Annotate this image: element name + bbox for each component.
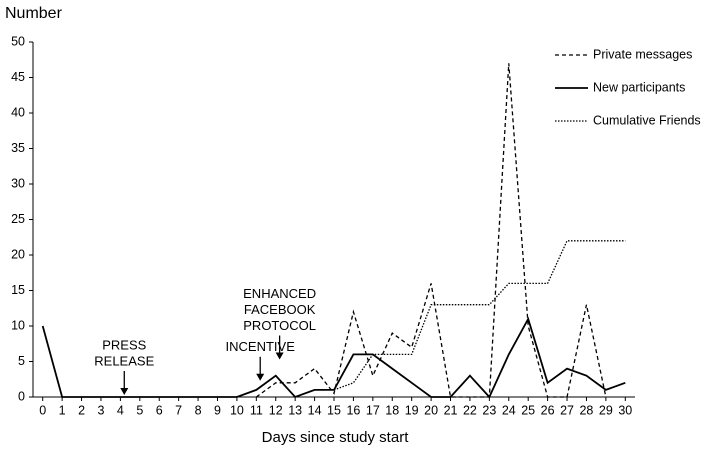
y-tick-label: 0 <box>18 389 25 403</box>
y-tick-label: 45 <box>11 70 25 84</box>
x-tick-label: 0 <box>39 403 46 417</box>
annotation-arrowhead <box>120 388 129 395</box>
annotation-text: INCENTIVE <box>226 339 296 354</box>
x-tick-label: 30 <box>618 403 632 417</box>
x-tick-label: 24 <box>502 403 516 417</box>
annotation-arrowhead <box>256 373 265 381</box>
x-tick-label: 5 <box>136 403 143 417</box>
x-tick-label: 26 <box>541 403 555 417</box>
y-tick-label: 5 <box>18 354 25 368</box>
y-tick-label: 25 <box>11 212 25 226</box>
x-tick-label: 18 <box>385 403 399 417</box>
series-line <box>333 240 626 391</box>
x-tick-label: 13 <box>288 403 302 417</box>
x-tick-label: 1 <box>59 403 66 417</box>
x-tick-label: 10 <box>230 403 244 417</box>
y-tick-label: 20 <box>11 247 25 261</box>
x-tick-label: 16 <box>346 403 360 417</box>
annotation-text: RELEASE <box>94 353 154 368</box>
x-tick-label: 19 <box>405 403 419 417</box>
x-tick-label: 7 <box>175 403 182 417</box>
chart-title: Number <box>5 5 63 22</box>
legend-label: New participants <box>593 80 685 94</box>
x-tick-label: 15 <box>327 403 341 417</box>
legend-label: Cumulative Friends <box>593 113 701 127</box>
x-tick-label: 8 <box>195 403 202 417</box>
x-tick-label: 2 <box>78 403 85 417</box>
x-tick-label: 9 <box>214 403 221 417</box>
x-tick-label: 22 <box>463 403 477 417</box>
y-tick-label: 35 <box>11 141 25 155</box>
annotation-arrowhead <box>275 352 284 360</box>
x-tick-label: 11 <box>250 403 263 417</box>
legend-label: Private messages <box>593 47 692 61</box>
y-tick-label: 10 <box>11 318 25 332</box>
y-tick-label: 15 <box>11 283 25 297</box>
x-tick-label: 29 <box>599 403 613 417</box>
series-line <box>255 63 607 398</box>
x-axis-label: Days since study start <box>262 429 410 446</box>
x-tick-label: 23 <box>482 403 496 417</box>
x-tick-label: 17 <box>366 403 380 417</box>
annotation-text: FACEBOOK <box>244 302 316 317</box>
x-tick-label: 21 <box>444 403 458 417</box>
x-tick-label: 12 <box>269 403 283 417</box>
x-tick-label: 28 <box>579 403 593 417</box>
x-tick-label: 25 <box>521 403 535 417</box>
x-tick-label: 6 <box>156 403 163 417</box>
y-tick-label: 30 <box>11 176 25 190</box>
x-tick-label: 14 <box>308 403 322 417</box>
x-tick-label: 4 <box>117 403 124 417</box>
annotation-text: ENHANCED <box>243 286 316 301</box>
annotation-text: PROTOCOL <box>243 318 316 333</box>
x-tick-label: 20 <box>424 403 438 417</box>
y-tick-label: 50 <box>11 34 25 48</box>
annotation-text: PRESS <box>102 337 146 352</box>
x-tick-label: 27 <box>560 403 574 417</box>
x-tick-label: 3 <box>97 403 104 417</box>
y-tick-label: 40 <box>11 105 25 119</box>
